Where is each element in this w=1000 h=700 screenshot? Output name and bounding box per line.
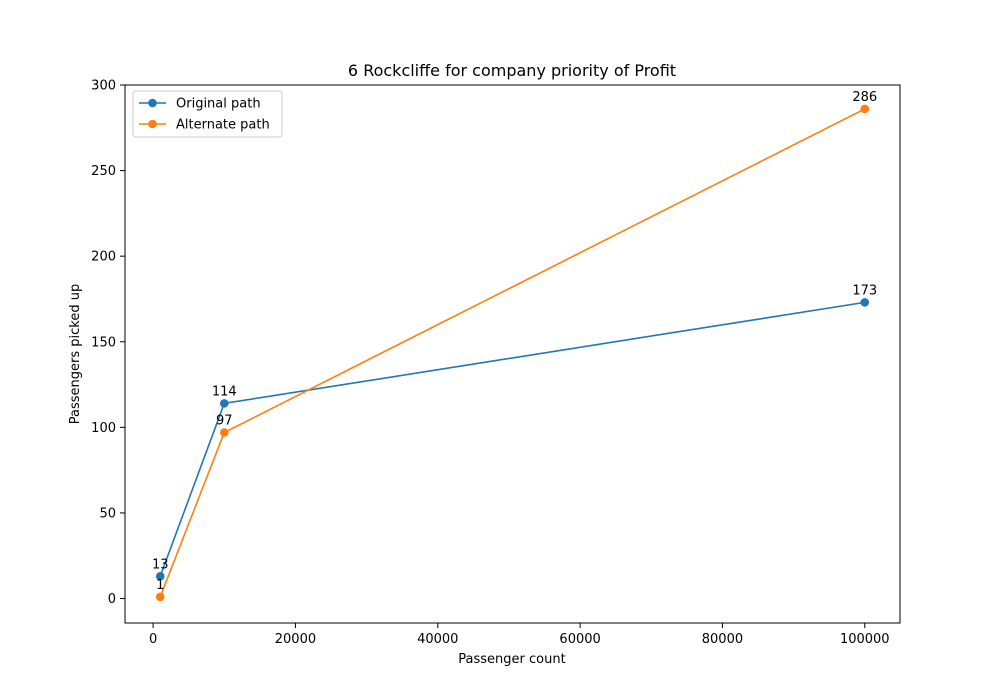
alternate-path-legend-label: Alternate path [176,118,270,133]
original-path-point [219,399,229,408]
x-tick-label: 100000 [840,632,890,647]
alternate-path-point [860,104,870,114]
alternate-path-data-label: 1 [156,578,164,593]
x-tick-label: 0 [149,632,157,647]
original-path-line [159,301,865,577]
y-tick-label: 200 [91,250,116,265]
y-tick-label: 0 [108,592,116,607]
x-tick-label: 20000 [275,632,316,647]
y-tick-label: 50 [99,506,116,521]
alternate-path-data-label: 286 [852,90,877,105]
y-axis-title: Passengers picked up [68,284,83,424]
axes-frame [124,84,901,624]
x-tick-label: 60000 [559,632,600,647]
plot-area: 13 114 173 1 97 286 0 20000 40000 60000 80000 10000… [91,79,901,647]
alternate-path-point [155,592,165,602]
alternate-path-legend-marker [148,119,157,129]
legend-box [132,90,283,138]
x-tick-label: 80000 [702,632,743,647]
original-path-data-label: 13 [152,557,169,572]
chart-title: 6 Rockcliffe for company priority of Pro… [348,61,676,80]
legend: Original path Alternate path [132,90,283,138]
y-tick-label: 100 [91,421,116,436]
original-path-legend-label: Original path [176,97,261,112]
y-tick-label: 150 [91,335,116,350]
alternate-path-data-label: 97 [216,413,233,428]
original-path-point [860,298,870,307]
original-path-data-label: 114 [212,384,237,399]
x-tick-label: 40000 [417,632,458,647]
x-axis-title: Passenger count [458,652,565,667]
alternate-path-line [159,108,866,598]
original-path-point [155,571,165,581]
y-tick-label: 250 [91,164,116,179]
original-path-legend-marker [148,98,157,108]
alternate-path-point [219,428,229,437]
y-tick-label: 300 [91,79,116,94]
original-path-data-label: 173 [852,283,877,298]
